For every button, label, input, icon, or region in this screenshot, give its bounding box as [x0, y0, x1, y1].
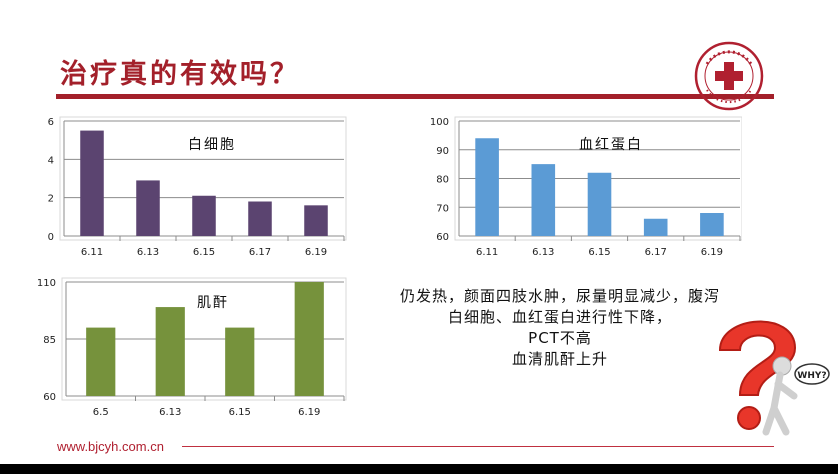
y-tick-label: 70	[436, 203, 449, 214]
x-tick-label: 6.17	[249, 247, 271, 258]
bar	[700, 213, 724, 236]
footer-url: www.bjcyh.com.cn	[57, 439, 164, 454]
chart-title: 血红蛋白	[579, 137, 643, 153]
slide-title: 治疗真的有效吗？	[60, 59, 300, 90]
x-tick-label: 6.11	[476, 247, 498, 258]
plot-frame	[454, 116, 742, 241]
bar	[136, 180, 160, 236]
y-tick-label: 100	[430, 117, 449, 128]
bottom-bar	[0, 464, 838, 474]
hospital-logo-icon	[694, 41, 764, 111]
chart-title: 肌酐	[197, 295, 229, 311]
x-tick-label: 6.13	[159, 407, 181, 418]
bar	[248, 201, 272, 236]
y-tick-label: 80	[436, 175, 449, 186]
x-tick-label: 6.19	[701, 247, 723, 258]
title-divider	[56, 94, 774, 99]
note-line: 仍发热，颜面四肢水肿，尿量明显减少，腹泻	[399, 287, 720, 305]
bar	[225, 327, 255, 396]
x-tick-label: 6.15	[193, 247, 215, 258]
question-mark-figure-icon: WHY?	[718, 320, 830, 436]
bar	[155, 307, 185, 396]
x-tick-label: 6.11	[81, 247, 103, 258]
hemoglobin-bar-chart: 60 70 80 90 100 6.11 6.13 6.15 6.17 6.19 血红蛋白	[430, 116, 742, 258]
x-tick-label: 6.13	[532, 247, 554, 258]
chart-title: 白细胞	[188, 137, 236, 153]
y-tick-label: 2	[48, 194, 54, 205]
plot-frame	[59, 116, 347, 241]
x-tick-label: 6.5	[93, 407, 109, 418]
creatinine-bar-chart: 60 85 110 6.5 6.13 6.15 6.19 肌酐	[37, 277, 347, 418]
y-tick-label: 0	[48, 232, 54, 243]
y-tick-label: 4	[48, 155, 54, 166]
y-tick-label: 6	[48, 117, 54, 128]
bar	[86, 327, 116, 396]
note-line: 血清肌酐上升	[511, 350, 608, 368]
mascot-label: WHY?	[797, 371, 826, 381]
bar	[294, 282, 324, 396]
wbc-bar-chart: 0 2 4 6 6.11 6.13 6.15 6.17 6.19 白细胞	[48, 116, 347, 258]
x-tick-label: 6.17	[645, 247, 667, 258]
note-line: PCT不高	[528, 329, 592, 347]
footer-divider	[182, 446, 774, 447]
x-tick-label: 6.15	[229, 407, 251, 418]
y-tick-label: 60	[436, 232, 449, 243]
bar	[475, 138, 499, 236]
x-tick-label: 6.19	[305, 247, 327, 258]
y-tick-label: 60	[43, 392, 56, 403]
x-tick-label: 6.13	[137, 247, 159, 258]
x-tick-label: 6.15	[588, 247, 610, 258]
clinical-notes: 仍发热，颜面四肢水肿，尿量明显减少，腹泻 白细胞、血红蛋白进行性下降， PCT不…	[358, 286, 762, 370]
y-tick-label: 85	[43, 335, 56, 346]
y-tick-label: 110	[37, 278, 56, 289]
bar	[587, 172, 612, 236]
note-line: 白细胞、血红蛋白进行性下降，	[447, 308, 672, 326]
plot-frame	[61, 277, 347, 401]
bar	[643, 218, 668, 236]
bar	[304, 205, 328, 236]
bar	[531, 164, 556, 236]
bar	[80, 130, 104, 236]
x-tick-label: 6.19	[298, 407, 320, 418]
bar	[192, 195, 216, 236]
y-tick-label: 90	[436, 146, 449, 157]
